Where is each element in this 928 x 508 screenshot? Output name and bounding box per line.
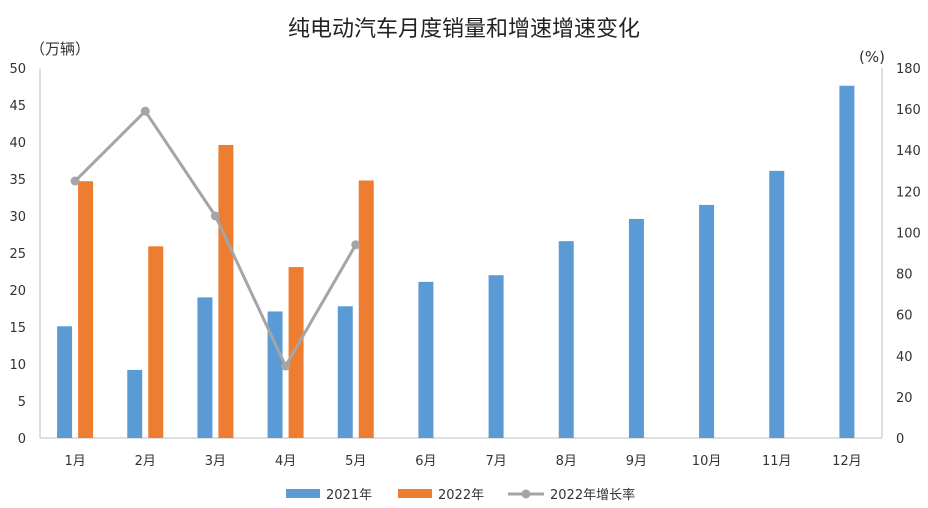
left-tick-label: 40: [9, 136, 26, 151]
left-tick-label: 15: [9, 321, 26, 336]
bar-2021: [769, 170, 785, 439]
bar-2021: [337, 306, 353, 438]
legend-label-2021: 2021年: [326, 488, 372, 503]
bar-2021: [418, 281, 434, 438]
left-tick-label: 35: [9, 173, 26, 188]
growth-point: [140, 106, 150, 116]
right-tick-label: 140: [896, 144, 921, 159]
bar-2021: [488, 275, 504, 438]
x-tick-label: 2月: [135, 454, 156, 469]
x-tick-label: 9月: [626, 454, 647, 469]
bar-2021: [267, 311, 283, 438]
right-tick-label: 20: [896, 391, 913, 406]
growth-point: [281, 361, 291, 371]
bar-2021: [628, 218, 644, 438]
left-tick-label: 20: [9, 284, 26, 299]
left-tick-label: 30: [9, 210, 26, 225]
right-axis-unit: (%): [859, 48, 885, 66]
left-tick-label: 5: [18, 395, 26, 410]
x-tick-label: 6月: [415, 454, 436, 469]
growth-line: [70, 106, 361, 371]
bars: [57, 85, 855, 439]
right-tick-label: 120: [896, 185, 921, 200]
bar-2021: [699, 204, 715, 438]
bar-2021: [197, 297, 213, 438]
left-axis-unit: （万辆）: [30, 40, 90, 58]
x-tick-label: 7月: [485, 454, 506, 469]
bar-2021: [57, 326, 73, 438]
growth-point: [70, 176, 80, 186]
chart-title: 纯电动汽车月度销量和增速增速变化: [288, 17, 640, 42]
left-tick-label: 25: [9, 247, 26, 262]
legend-label-2022: 2022年: [438, 488, 484, 503]
left-tick-label: 50: [9, 62, 26, 77]
right-tick-label: 60: [896, 309, 913, 324]
legend-swatch-growth-marker: [521, 489, 531, 499]
bar-2022: [288, 267, 304, 438]
legend-label-growth: 2022年增长率: [550, 487, 635, 503]
bar-2022: [218, 144, 234, 438]
bar-2021: [839, 85, 855, 438]
growth-line-path: [74, 109, 358, 368]
x-tick-label: 5月: [345, 454, 366, 469]
right-tick-label: 0: [896, 432, 904, 447]
left-tick-label: 45: [9, 99, 26, 114]
bar-2022: [358, 180, 374, 439]
tick-labels: 0 5 10 15 20 25 30 35 40 45 50 0 20 40 60 80 100 120 140 16…: [9, 62, 920, 469]
right-tick-label: 160: [896, 103, 921, 118]
legend-swatch-2022: [398, 489, 432, 498]
x-tick-label: 3月: [205, 454, 226, 469]
bar-2021: [127, 369, 143, 438]
bar-2022: [148, 246, 164, 438]
right-tick-label: 40: [896, 350, 913, 365]
right-tick-label: 180: [896, 62, 921, 77]
x-tick-label: 1月: [64, 454, 85, 469]
legend-swatch-2021: [286, 489, 320, 498]
x-tick-label: 12月: [832, 454, 862, 469]
legend: 2021年 2022年 2022年增长率: [286, 487, 635, 503]
x-tick-label: 8月: [556, 454, 577, 469]
bar-2022: [78, 181, 94, 438]
left-tick-label: 0: [18, 432, 26, 447]
x-tick-label: 10月: [692, 454, 722, 469]
right-tick-label: 100: [896, 226, 921, 241]
growth-point: [210, 211, 220, 221]
bar-2021: [558, 241, 574, 438]
axes: [39, 68, 883, 439]
growth-point: [351, 240, 361, 250]
x-tick-label: 11月: [762, 454, 792, 469]
left-tick-label: 10: [9, 358, 26, 373]
right-tick-label: 80: [896, 268, 913, 283]
x-tick-label: 4月: [275, 454, 296, 469]
